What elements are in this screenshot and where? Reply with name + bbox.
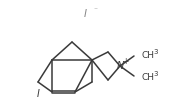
Text: ⁻: ⁻ — [93, 5, 97, 14]
Text: 3: 3 — [153, 49, 158, 55]
Text: +: + — [122, 56, 128, 66]
Text: I: I — [37, 89, 39, 99]
Text: 3: 3 — [153, 71, 158, 77]
Text: CH: CH — [142, 72, 155, 82]
Text: N: N — [116, 61, 124, 71]
Text: I: I — [84, 9, 87, 19]
Text: CH: CH — [142, 51, 155, 59]
